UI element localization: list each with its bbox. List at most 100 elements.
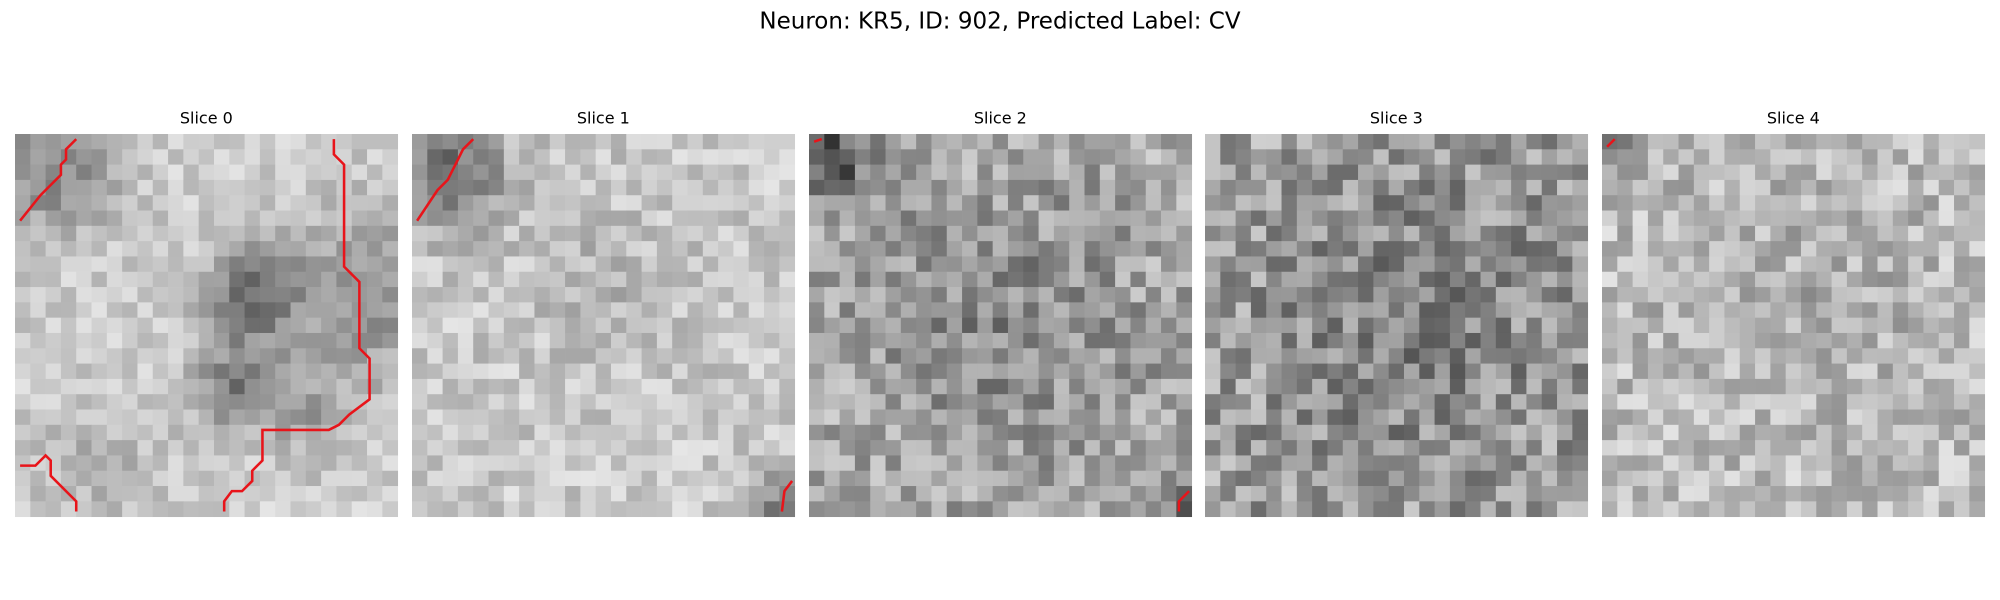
pixel [442, 440, 459, 456]
pixel [672, 424, 688, 441]
pixel [457, 210, 474, 227]
pixel [595, 256, 612, 273]
pixel [1373, 394, 1390, 410]
pixel [244, 241, 261, 257]
pixel [519, 287, 535, 303]
pixel [1908, 195, 1924, 211]
pixel [1250, 440, 1267, 456]
pixel [244, 302, 261, 319]
pixel [1862, 241, 1878, 257]
pixel [1954, 271, 1970, 288]
pixel [1954, 256, 1970, 273]
pixel [672, 363, 688, 380]
pixel [1800, 210, 1817, 227]
pixel [1358, 424, 1374, 441]
pixel [122, 424, 138, 441]
pixel [427, 470, 443, 487]
pixel [473, 363, 489, 380]
pixel [595, 440, 612, 456]
pixel [641, 149, 658, 165]
pixel [779, 287, 796, 303]
pixel [1755, 164, 1771, 181]
pixel [457, 317, 474, 334]
pixel [1434, 134, 1451, 150]
pixel [1800, 486, 1817, 502]
pixel [824, 225, 840, 242]
pixel [45, 394, 62, 410]
pixel [213, 256, 230, 273]
pixel [91, 348, 108, 364]
pixel [1541, 271, 1558, 288]
pixel [779, 164, 796, 181]
pixel [779, 302, 796, 319]
pixel [764, 424, 780, 441]
pixel [152, 149, 169, 165]
pixel [779, 455, 796, 472]
pixel [1800, 179, 1817, 196]
pixel [336, 348, 353, 364]
pixel [1908, 179, 1924, 196]
pixel [15, 332, 31, 349]
pixel [1161, 271, 1177, 288]
pixel [305, 210, 322, 227]
pixel [1739, 287, 1756, 303]
pixel [733, 378, 750, 395]
figure-title: Neuron: KR5, ID: 902, Predicted Label: C… [759, 9, 1240, 35]
pixel [946, 378, 963, 395]
pixel [503, 440, 520, 456]
pixel [275, 302, 291, 319]
pixel [1954, 195, 1970, 211]
pixel [1954, 179, 1970, 196]
pixel [1800, 394, 1817, 410]
pixel [1176, 241, 1193, 257]
pixel [351, 424, 368, 441]
pixel [1739, 455, 1756, 472]
pixel [1908, 134, 1924, 150]
pixel [1954, 332, 1970, 349]
pixel [488, 134, 505, 150]
pixel [1862, 348, 1878, 364]
pixel [1281, 486, 1298, 502]
pixel [885, 501, 902, 518]
pixel [1145, 378, 1162, 395]
pixel [503, 394, 520, 410]
pixel [1084, 501, 1101, 518]
pixel [367, 409, 383, 426]
pixel [1908, 149, 1924, 165]
pixel [534, 164, 551, 181]
pixel [1846, 363, 1863, 380]
pixel [91, 378, 108, 395]
pixel [106, 287, 123, 303]
pixel [305, 225, 322, 242]
pixel [809, 164, 825, 181]
pixel [885, 348, 902, 364]
pixel [1495, 363, 1512, 380]
pixel [1084, 225, 1101, 242]
pixel [549, 287, 566, 303]
pixel [382, 394, 399, 410]
pixel [259, 149, 276, 165]
pixel [580, 394, 597, 410]
pixel [1938, 179, 1955, 196]
pixel [1053, 470, 1070, 487]
pixel [1480, 164, 1497, 181]
pixel [152, 134, 169, 150]
pixel [1846, 394, 1863, 410]
pixel [183, 378, 200, 395]
pixel [137, 164, 154, 181]
pixel [259, 164, 276, 181]
pixel [1434, 440, 1451, 456]
pixel [1130, 394, 1147, 410]
pixel [305, 348, 322, 364]
pixel [367, 440, 383, 456]
pixel [687, 486, 704, 502]
pixel [519, 440, 535, 456]
pixel [427, 486, 443, 502]
pixel [610, 271, 627, 288]
pixel [213, 394, 230, 410]
pixel [992, 179, 1009, 196]
pixel [1969, 409, 1986, 426]
pixel [854, 225, 871, 242]
pixel [1342, 287, 1359, 303]
pixel [748, 317, 765, 334]
